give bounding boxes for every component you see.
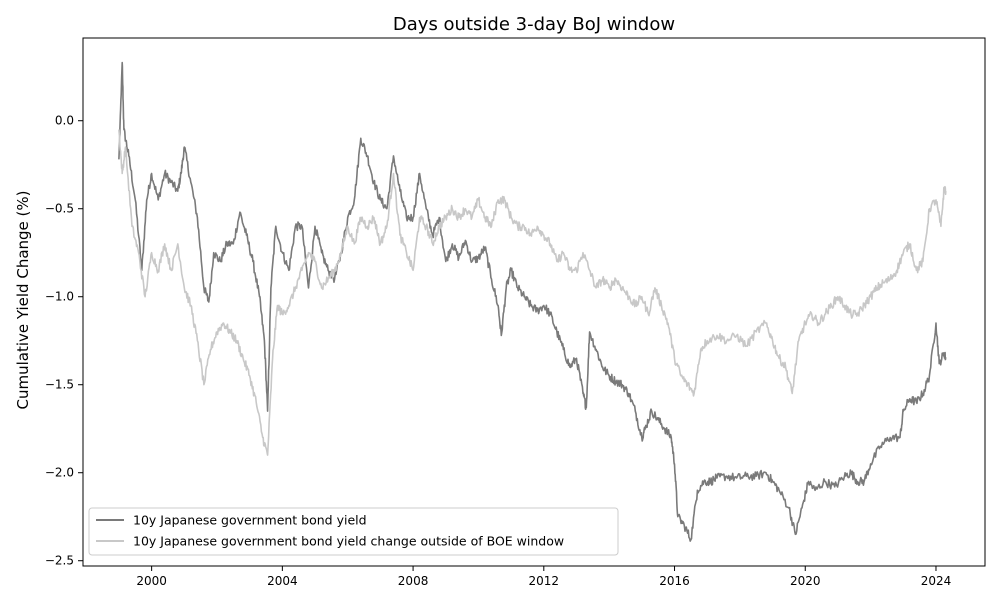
- x-tick-label: 2012: [529, 574, 560, 588]
- axis-ticks: 2000 2004 2008 2012 2016 2020 2024 0.0 −0.5 −1.0 −…: [45, 114, 951, 588]
- x-tick-label: 2000: [136, 574, 167, 588]
- chart-title: Days outside 3-day BoJ window: [393, 14, 675, 35]
- y-tick-label: −1.0: [45, 290, 74, 304]
- legend: 10y Japanese government bond yield 10y J…: [88, 507, 619, 556]
- series-line-1: [118, 61, 947, 542]
- y-tick-label: −1.5: [45, 378, 74, 392]
- y-tick-label: −0.5: [45, 202, 74, 216]
- y-axis-label: Cumulative Yield Change (%): [14, 190, 32, 409]
- x-tick-label: 2016: [659, 574, 690, 588]
- legend-box: [88, 507, 619, 556]
- y-tick-label: 0.0: [55, 114, 74, 128]
- y-tick-label: −2.0: [45, 466, 74, 480]
- x-tick-label: 2004: [267, 574, 298, 588]
- x-tick-label: 2024: [921, 574, 952, 588]
- legend-label-series-2: 10y Japanese government bond yield chang…: [133, 534, 564, 549]
- legend-label-series-1: 10y Japanese government bond yield: [133, 513, 367, 528]
- series-line-2: [118, 129, 947, 456]
- y-tick-label: −2.5: [45, 554, 74, 568]
- plot-frame: [82, 37, 986, 567]
- x-tick-label: 2020: [790, 574, 821, 588]
- x-tick-label: 2008: [398, 574, 429, 588]
- plot-area: [118, 61, 947, 542]
